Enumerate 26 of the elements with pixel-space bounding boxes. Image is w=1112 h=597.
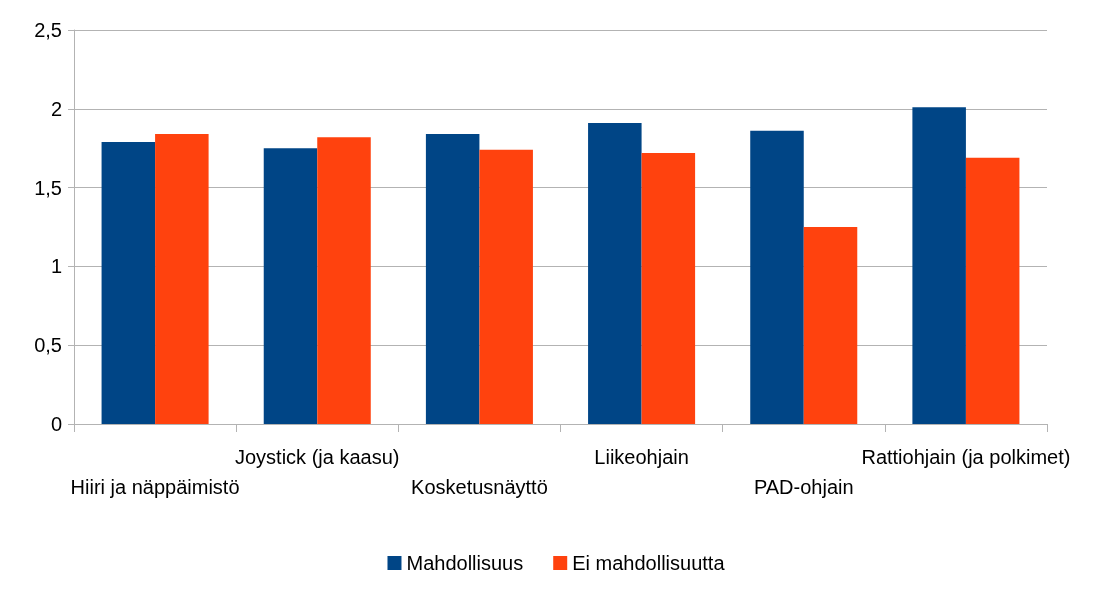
- bar: [641, 152, 696, 424]
- x-tick-label: PAD-ohjain: [753, 476, 854, 498]
- bar: [101, 141, 156, 424]
- bar: [479, 149, 533, 424]
- y-tick-label: 0: [50, 413, 62, 435]
- x-tick-label: Rattiohjain (ja polkimet): [861, 446, 1071, 468]
- bar: [317, 137, 371, 424]
- bar: [425, 134, 480, 424]
- x-tick-label: Hiiri ja näppäimistö: [70, 476, 240, 498]
- bar: [803, 227, 858, 424]
- bar: [965, 157, 1020, 424]
- y-tick-label: 0,5: [34, 334, 62, 357]
- y-tick-label: 1: [50, 255, 62, 278]
- legend-label: Ei mahdollisuutta: [572, 552, 726, 574]
- y-tick-label: 2,5: [34, 19, 62, 41]
- bar: [750, 130, 804, 424]
- x-tick-label: Joystick (ja kaasu): [235, 446, 400, 468]
- y-tick-label: 1,5: [34, 176, 62, 199]
- y-tick-label: 2: [50, 97, 62, 120]
- x-tick-label: Kosketusnäyttö: [411, 476, 548, 498]
- bar: [155, 134, 209, 424]
- legend-label: Mahdollisuus: [406, 552, 524, 574]
- bar: [263, 148, 318, 424]
- x-tick-label: Liikeohjain: [594, 446, 689, 468]
- bar: [912, 107, 966, 424]
- bar: [588, 122, 642, 424]
